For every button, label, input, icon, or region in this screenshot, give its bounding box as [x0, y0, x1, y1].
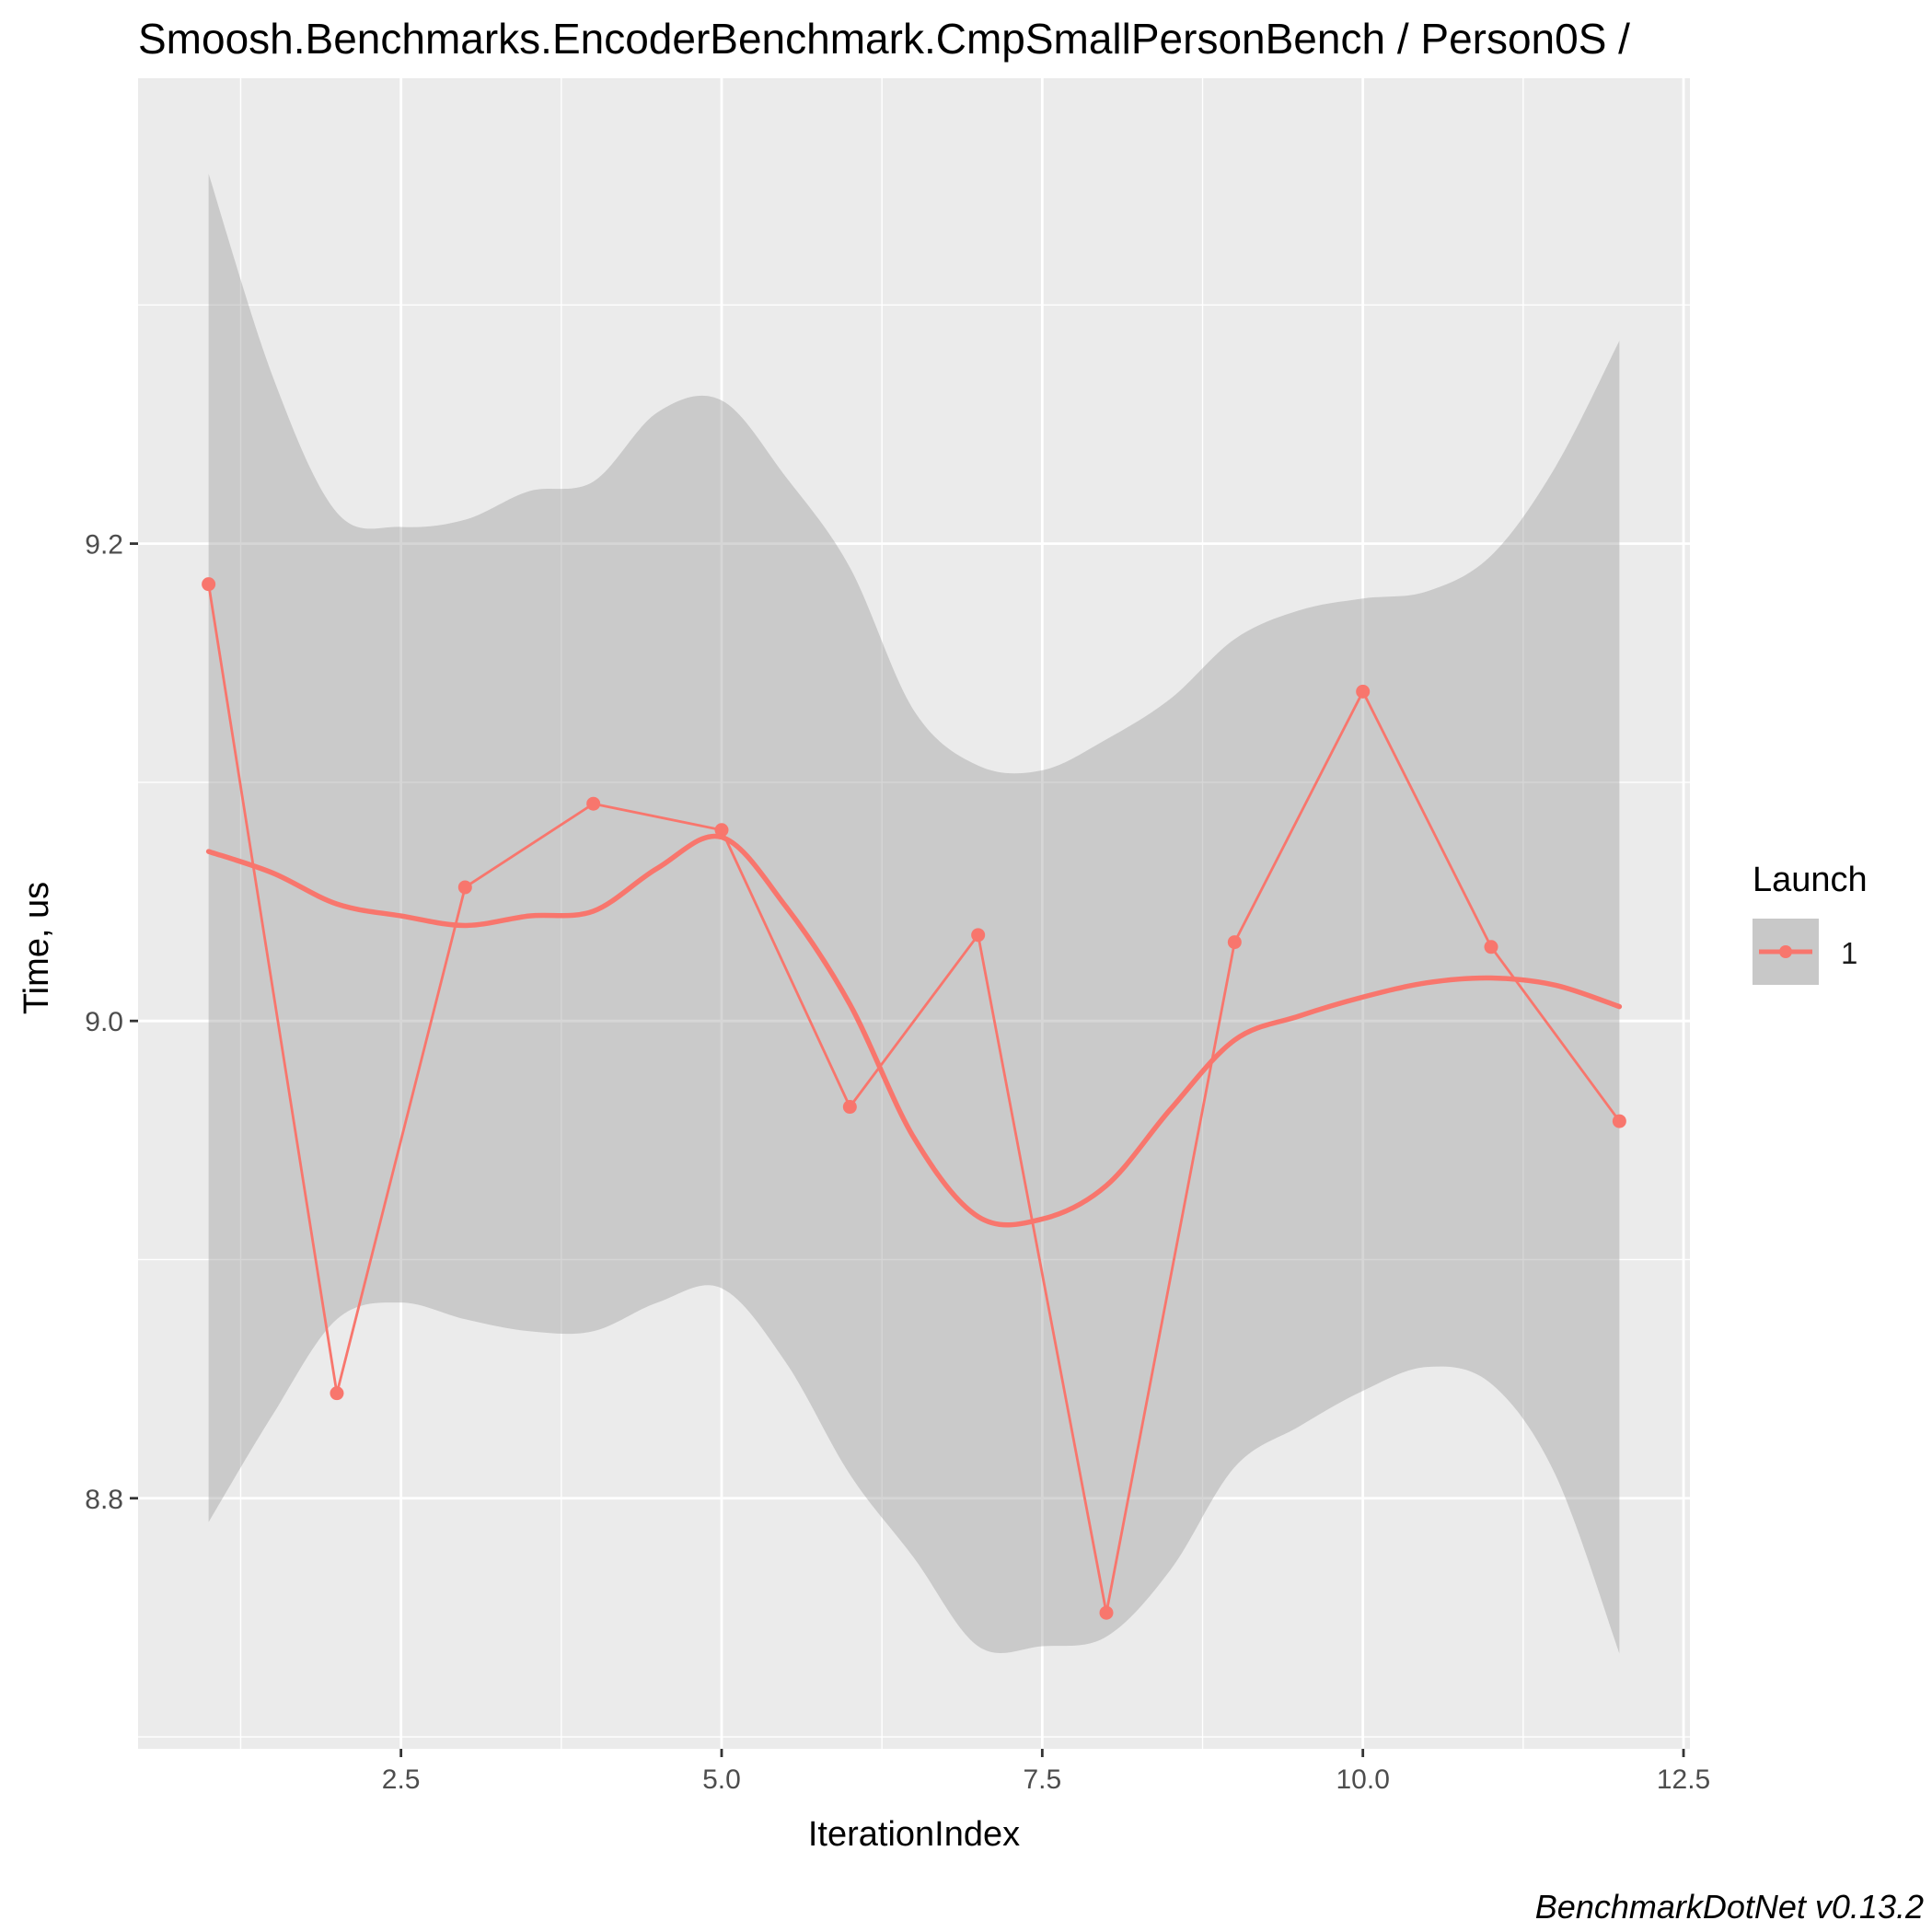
chart-caption: BenchmarkDotNet v0.13.2 [1535, 1888, 1924, 1926]
data-point [1099, 1605, 1114, 1620]
data-point [1484, 940, 1498, 954]
legend: Launch 1 [1753, 861, 1868, 985]
grid-minor [138, 78, 1690, 1749]
data-point [1356, 684, 1371, 699]
y-axis: 8.8 9.0 9.2 [85, 530, 138, 1515]
legend-title: Launch [1753, 861, 1868, 899]
legend-entry-label: 1 [1841, 936, 1857, 970]
data-point [457, 880, 472, 895]
y-tick-label: 9.2 [85, 530, 123, 561]
y-axis-label: Time, us [17, 882, 56, 1014]
y-tick-label: 8.8 [85, 1485, 123, 1515]
series-layer [202, 577, 1626, 1620]
data-point [330, 1386, 344, 1401]
x-tick-label: 5.0 [702, 1764, 741, 1795]
x-tick-label: 2.5 [382, 1764, 421, 1795]
confidence-band-area [208, 173, 1620, 1654]
data-point [714, 823, 729, 838]
data-point [586, 796, 601, 811]
legend-key-point [1779, 945, 1792, 958]
x-tick-label: 10.0 [1336, 1764, 1389, 1795]
series-line [207, 584, 1621, 1614]
x-axis: 2.5 5.0 7.5 10.0 12.5 [382, 1749, 1710, 1795]
chart-title: Smoosh.Benchmarks.EncoderBenchmark.CmpSm… [138, 15, 1630, 63]
data-point [971, 928, 986, 943]
smooth-fit-line [205, 833, 1623, 1228]
x-axis-label: IterationIndex [808, 1815, 1020, 1854]
data-point [842, 1100, 857, 1115]
data-point [202, 577, 216, 592]
confidence-band [208, 173, 1620, 1654]
x-tick-label: 12.5 [1657, 1764, 1710, 1795]
smooth-line [205, 833, 1623, 1228]
data-point [1612, 1114, 1626, 1128]
x-tick-label: 7.5 [1023, 1764, 1061, 1795]
y-tick-label: 9.0 [85, 1007, 123, 1037]
data-point [1227, 935, 1242, 950]
